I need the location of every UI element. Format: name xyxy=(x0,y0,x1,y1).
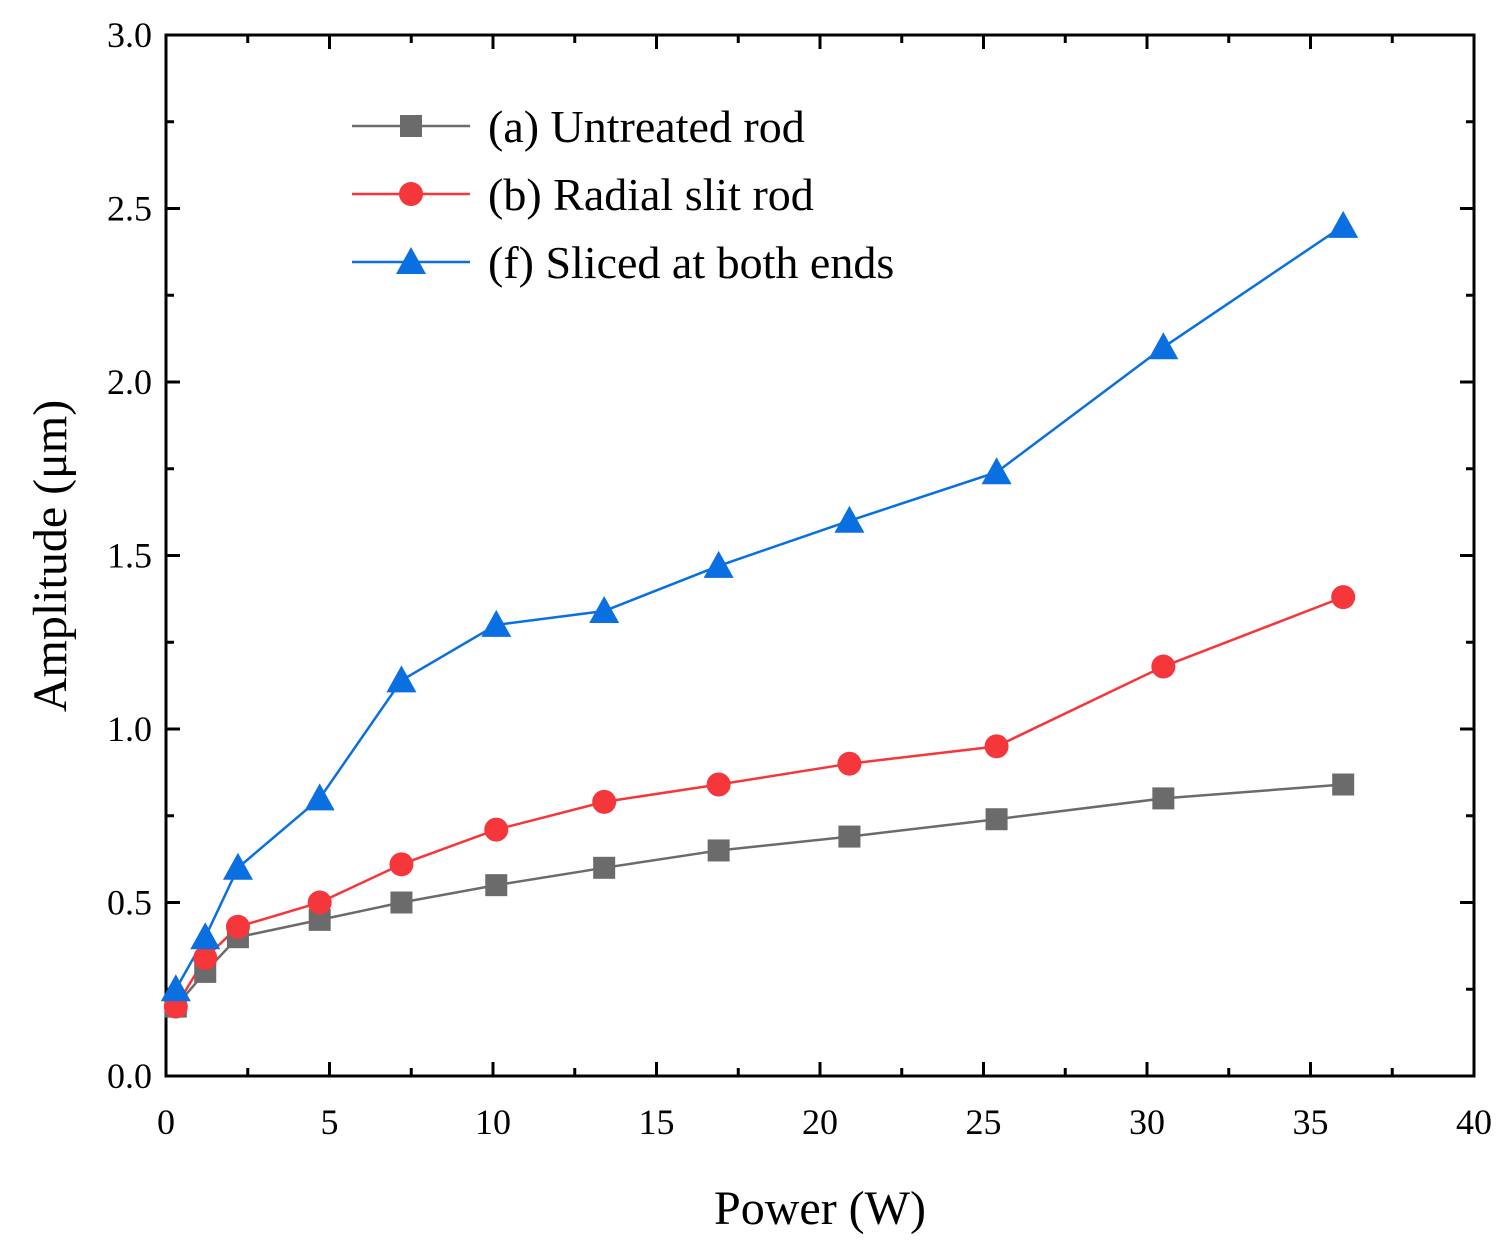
data-point-circle xyxy=(389,852,414,877)
data-point-circle xyxy=(837,751,862,776)
legend-label-triangle: (f) Sliced at both ends xyxy=(488,237,894,288)
legend-label-square: (a) Untreated rod xyxy=(488,101,805,152)
legend: (a) Untreated rod (b) Radial slit rod (f) … xyxy=(352,101,894,288)
data-point-triangle xyxy=(1148,332,1179,360)
x-tick-label: 0 xyxy=(157,1102,175,1142)
data-point-triangle xyxy=(703,550,734,578)
series-line-triangle xyxy=(174,224,1344,990)
data-point-square xyxy=(707,839,730,862)
data-point-square xyxy=(1332,773,1355,796)
x-tick-label: 10 xyxy=(475,1102,511,1142)
x-tick-label: 40 xyxy=(1456,1102,1492,1142)
data-point-circle xyxy=(706,772,731,797)
data-point-circle xyxy=(307,890,332,915)
y-tick-label: 3.0 xyxy=(107,15,152,55)
x-axis-title: Power (W) xyxy=(714,1182,926,1235)
y-tick-label: 2.5 xyxy=(107,189,152,229)
legend-marker-circle xyxy=(399,182,423,206)
data-point-square xyxy=(1152,787,1175,810)
data-point-triangle xyxy=(481,609,512,637)
data-point-circle xyxy=(592,789,617,814)
data-point-square xyxy=(485,874,508,897)
x-tick-label: 25 xyxy=(966,1102,1002,1142)
data-point-circle xyxy=(984,734,1009,759)
data-point-circle xyxy=(1151,654,1176,679)
legend-label-circle: (b) Radial slit rod xyxy=(488,169,814,220)
data-point-square xyxy=(838,825,861,848)
x-tick-label: 20 xyxy=(802,1102,838,1142)
data-point-triangle xyxy=(1328,210,1359,238)
y-axis-title: Amplitude (μm) xyxy=(24,400,77,712)
x-tick-label: 15 xyxy=(639,1102,675,1142)
data-point-triangle xyxy=(386,665,417,693)
data-point-square xyxy=(390,891,413,914)
data-point-triangle xyxy=(589,596,620,624)
x-tick-label: 35 xyxy=(1293,1102,1329,1142)
data-point-triangle xyxy=(304,783,335,811)
data-point-square xyxy=(593,856,616,879)
data-point-triangle xyxy=(981,457,1012,485)
data-point-square xyxy=(308,908,331,931)
axis-ticks: 0 5 10 15 20 25 30 35 40 0.0 0.5 1.0 1.5 2.0 2.5 3.0 xyxy=(107,15,1492,1142)
plot-frame xyxy=(164,33,1476,1078)
series-markers xyxy=(160,210,1359,1019)
y-tick-label: 0.0 xyxy=(107,1056,152,1096)
y-tick-label: 1.0 xyxy=(107,709,152,749)
x-tick-label: 30 xyxy=(1129,1102,1165,1142)
legend-marker-square xyxy=(400,115,422,137)
data-point-triangle xyxy=(190,922,221,950)
y-tick-label: 0.5 xyxy=(107,883,152,923)
y-tick-label: 1.5 xyxy=(107,536,152,576)
legend-marker-triangle xyxy=(396,247,426,274)
data-point-circle xyxy=(193,946,218,971)
data-point-square xyxy=(985,808,1008,831)
y-tick-label: 2.0 xyxy=(107,362,152,402)
data-point-triangle xyxy=(834,505,865,533)
data-point-triangle xyxy=(160,974,191,1002)
data-point-circle xyxy=(1331,585,1356,610)
data-point-triangle xyxy=(222,852,253,880)
series-line-square xyxy=(174,783,1344,1008)
x-tick-label: 5 xyxy=(321,1102,339,1142)
data-point-circle xyxy=(484,817,509,842)
data-point-circle xyxy=(225,914,250,939)
